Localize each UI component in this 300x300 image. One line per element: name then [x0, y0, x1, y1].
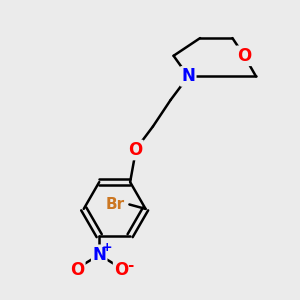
Text: O: O — [114, 260, 128, 278]
Text: O: O — [70, 260, 84, 278]
Text: N: N — [92, 246, 106, 264]
Text: -: - — [128, 258, 134, 273]
Text: +: + — [101, 241, 112, 254]
Text: O: O — [128, 141, 142, 159]
Text: O: O — [237, 47, 251, 65]
Text: Br: Br — [106, 197, 125, 212]
Text: N: N — [181, 68, 195, 85]
